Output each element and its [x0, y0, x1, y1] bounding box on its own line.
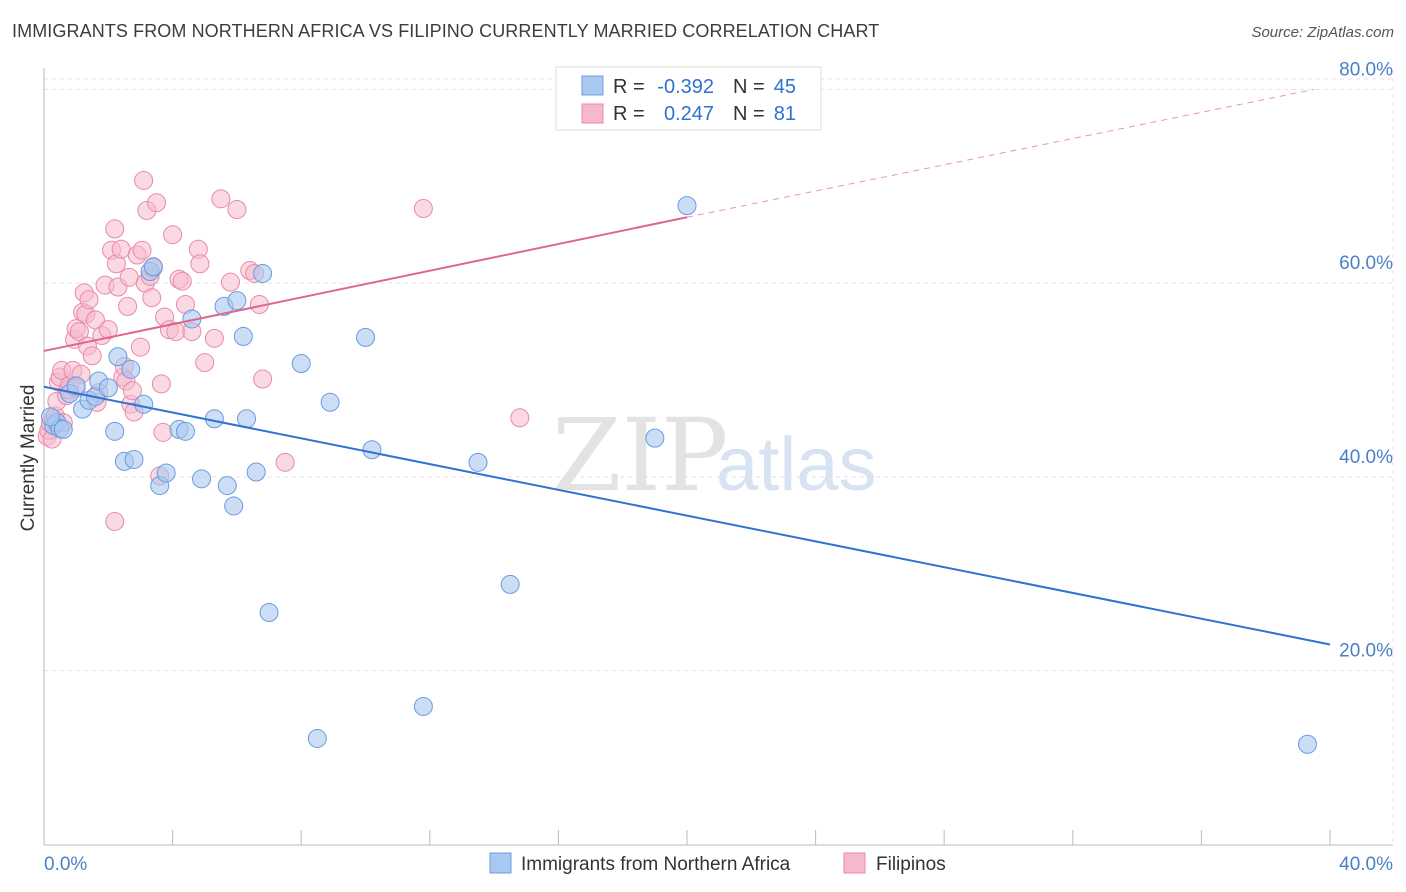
series-immigrants-northern-africa	[40, 196, 1317, 754]
point-northern-africa-34	[253, 263, 273, 283]
point-northern-africa-15	[121, 359, 141, 379]
point-northern-africa-21	[156, 463, 176, 483]
point-filipinos-17	[69, 322, 89, 342]
trend-line-northern-africa	[43, 385, 1331, 646]
point-northern-africa-6	[66, 376, 86, 396]
point-northern-africa-3	[53, 419, 73, 439]
legend-label-blue: Immigrants from Northern Africa	[521, 854, 791, 875]
point-northern-africa-46	[1297, 734, 1317, 754]
point-filipinos-68	[204, 328, 224, 348]
stats-n-label-pink: N =	[733, 103, 765, 125]
point-filipinos-46	[132, 240, 152, 260]
point-northern-africa-41	[413, 696, 433, 716]
source-label: Source: ZipAtlas.com	[1251, 24, 1394, 41]
point-northern-africa-19	[143, 257, 163, 277]
y-axis-title: Currently Married	[18, 385, 39, 532]
legend-swatch-pink	[843, 852, 866, 874]
point-filipinos-56	[153, 422, 173, 442]
point-filipinos-55	[151, 374, 171, 394]
point-filipinos-71	[227, 200, 247, 219]
point-northern-africa-31	[233, 326, 253, 346]
trend-layer	[43, 88, 1331, 646]
point-filipinos-59	[163, 225, 183, 245]
chart-title: IMMIGRANTS FROM NORTHERN AFRICA VS FILIP…	[12, 21, 880, 41]
point-northern-africa-33	[246, 462, 266, 482]
watermark-zip: ZIP	[552, 397, 728, 514]
y-tick-label-40: 40.0%	[1339, 447, 1393, 468]
x-tick-label-40: 40.0%	[1339, 854, 1393, 875]
point-northern-africa-36	[307, 728, 327, 748]
point-northern-africa-25	[192, 469, 212, 489]
point-filipinos-66	[190, 254, 210, 274]
stats-swatch-pink	[581, 103, 604, 124]
watermark-atlas: atlas	[716, 422, 877, 507]
y-tick-label-60: 60.0%	[1339, 253, 1393, 274]
x-tick-label-0: 0.0%	[44, 854, 87, 875]
trend-line-filipinos	[43, 216, 688, 352]
point-northern-africa-45	[677, 196, 697, 216]
stats-swatch-blue	[581, 75, 604, 96]
point-filipinos-75	[253, 369, 273, 389]
point-filipinos-39	[118, 296, 138, 316]
point-filipinos-45	[130, 337, 150, 357]
legend-label-pink: Filipinos	[876, 854, 946, 875]
legend-swatch-blue	[489, 852, 512, 874]
point-filipinos-42	[122, 381, 142, 401]
point-northern-africa-43	[500, 574, 520, 594]
trend-line-filipinos-extension	[686, 88, 1315, 218]
y-tick-labels: 20.0% 40.0% 60.0% 80.0%	[1339, 59, 1393, 661]
point-northern-africa-38	[320, 392, 340, 412]
point-northern-africa-44	[645, 428, 665, 448]
point-northern-africa-13	[108, 347, 128, 367]
point-northern-africa-4	[40, 407, 60, 427]
point-northern-africa-32	[237, 409, 257, 429]
stats-r-value-pink: 0.247	[664, 103, 714, 125]
point-filipinos-53	[147, 193, 167, 213]
point-filipinos-67	[195, 353, 215, 373]
point-filipinos-62	[172, 271, 192, 291]
point-filipinos-40	[119, 267, 139, 287]
point-filipinos-23	[79, 290, 99, 310]
point-filipinos-77	[413, 199, 433, 219]
stats-n-value-pink: 81	[774, 103, 796, 125]
point-northern-africa-28	[217, 476, 237, 496]
point-northern-africa-12	[105, 421, 125, 441]
point-northern-africa-23	[175, 421, 195, 441]
point-northern-africa-30	[227, 291, 247, 311]
point-filipinos-35	[111, 239, 131, 259]
axis-layer	[43, 68, 1393, 846]
point-filipinos-47	[134, 170, 154, 190]
point-northern-africa-35	[259, 603, 279, 622]
point-northern-africa-42	[468, 452, 488, 472]
point-northern-africa-37	[291, 354, 311, 374]
point-filipinos-30	[98, 320, 118, 340]
stats-r-label-blue: R =	[613, 76, 645, 98]
point-northern-africa-40	[362, 440, 382, 460]
stats-r-value-blue: -0.392	[657, 76, 714, 98]
point-northern-africa-16	[124, 449, 144, 469]
point-northern-africa-29	[224, 496, 244, 516]
legend: Immigrants from Northern Africa Filipino…	[489, 852, 946, 875]
point-filipinos-24	[82, 346, 102, 366]
point-filipinos-51	[142, 288, 162, 308]
y-tick-label-20: 20.0%	[1339, 641, 1393, 662]
point-filipinos-69	[211, 189, 231, 209]
point-filipinos-76	[275, 452, 295, 472]
point-filipinos-70	[220, 272, 240, 292]
stats-r-label-pink: R =	[613, 103, 645, 125]
point-northern-africa-17	[134, 394, 154, 414]
y-tick-label-80: 80.0%	[1339, 59, 1393, 80]
stats-n-label-blue: N =	[733, 76, 765, 98]
point-filipinos-32	[105, 219, 125, 239]
stats-n-value-blue: 45	[774, 76, 796, 98]
point-filipinos-79	[105, 511, 125, 531]
point-northern-africa-11	[98, 378, 118, 398]
point-northern-africa-39	[356, 327, 375, 347]
stats-box: R = -0.392 N = 45 R = 0.247 N = 81	[555, 66, 822, 131]
point-filipinos-78	[510, 408, 530, 428]
